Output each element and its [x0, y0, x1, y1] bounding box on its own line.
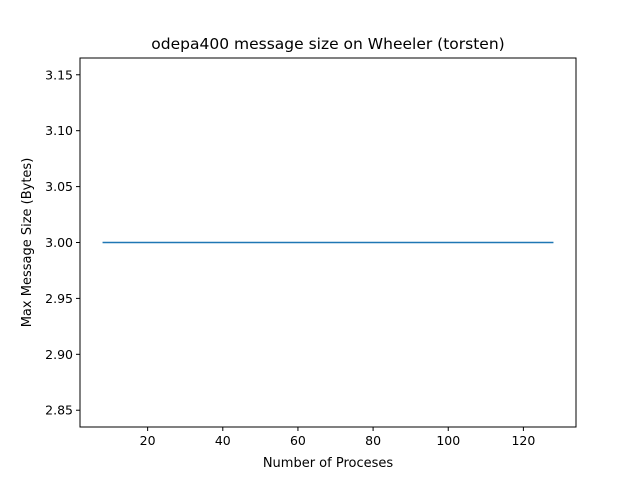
y-axis: 2.85 2.90 2.95 3.00 3.05 3.10 3.15 [45, 67, 80, 418]
x-tick-label: 20 [140, 433, 156, 448]
x-tick-label: 40 [215, 433, 231, 448]
x-tick-label: 80 [365, 433, 381, 448]
x-axis-label: Number of Proceses [263, 456, 394, 471]
x-tick-label: 60 [290, 433, 306, 448]
chart-title: odepa400 message size on Wheeler (torste… [151, 35, 504, 53]
y-tick-label: 3.00 [45, 235, 73, 250]
y-tick-label: 2.95 [45, 291, 73, 306]
y-tick-label: 3.10 [45, 123, 73, 138]
y-axis-label: Max Message Size (Bytes) [20, 158, 35, 328]
y-tick-label: 3.05 [45, 179, 73, 194]
y-tick-label: 2.85 [45, 403, 73, 418]
y-tick-label: 2.90 [45, 347, 73, 362]
plot-frame [79, 57, 577, 428]
x-tick-label: 120 [511, 433, 535, 448]
y-tick-label: 3.15 [45, 67, 73, 82]
x-axis: 20 40 60 80 100 120 [140, 427, 535, 448]
x-tick-label: 100 [436, 433, 460, 448]
